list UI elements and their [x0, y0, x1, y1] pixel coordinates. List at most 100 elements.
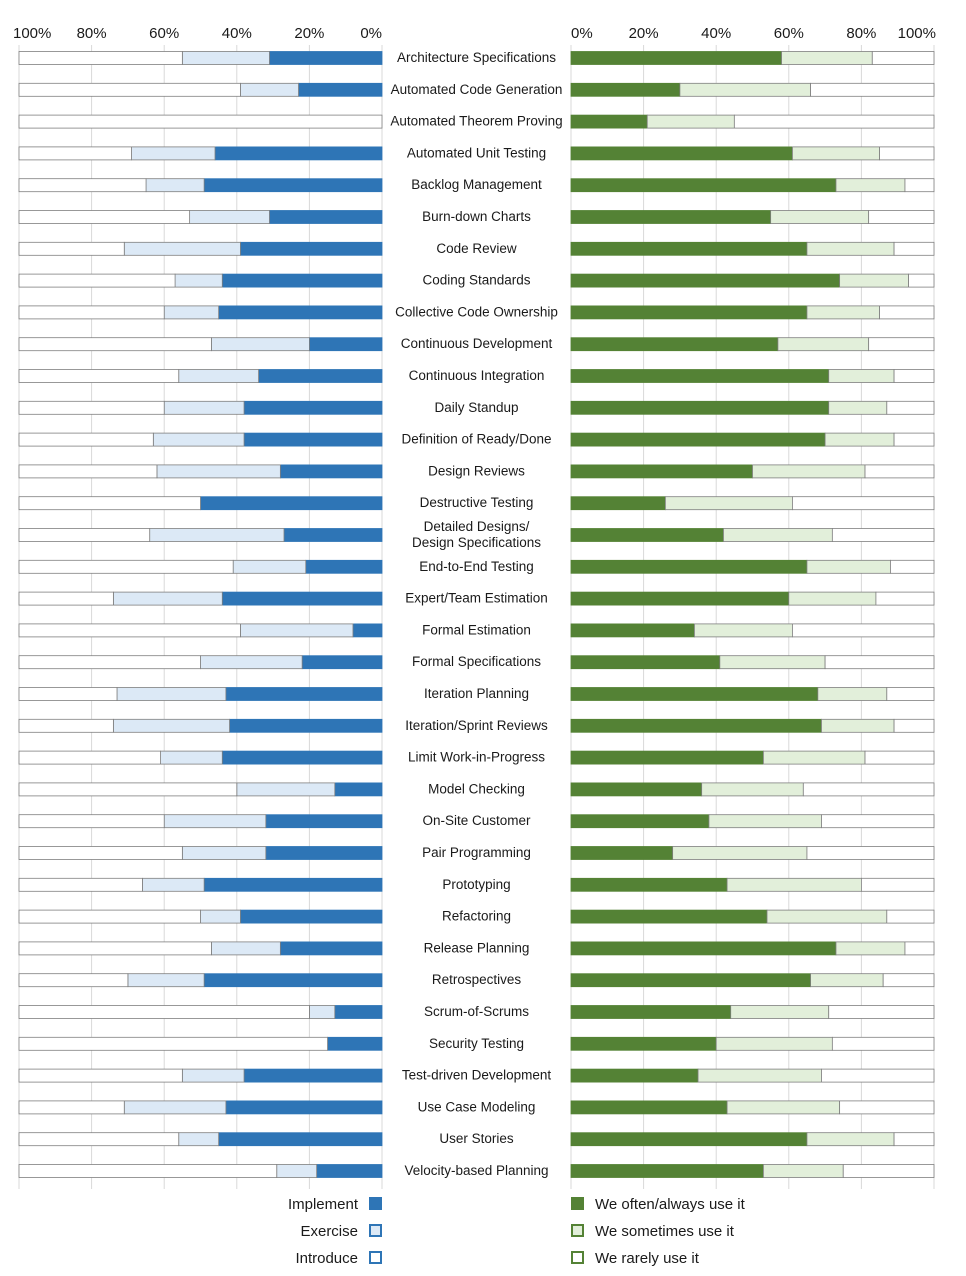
- legend-item-rarely: We rarely use it: [571, 1250, 699, 1268]
- category-label: Security Testing: [429, 1036, 524, 1051]
- tick-label-left: 60%: [149, 25, 179, 42]
- bar-right-often: [570, 146, 793, 161]
- legend-swatch-exercise: [369, 1224, 382, 1237]
- bar-left-introduce: [18, 1100, 125, 1115]
- bar-left-introduce: [18, 51, 183, 65]
- bar-left-introduce: [18, 241, 125, 256]
- bar-left-introduce: [18, 337, 212, 352]
- bar-right-sometimes: [806, 1132, 895, 1147]
- category-label: Retrospectives: [432, 972, 522, 987]
- legend-swatch-introduce: [369, 1251, 382, 1264]
- bar-left-implement: [308, 337, 383, 352]
- legend-item-introduce: Introduce: [295, 1250, 382, 1268]
- legend-swatch-sometimes: [571, 1224, 584, 1237]
- bar-left-introduce: [18, 432, 154, 447]
- category-label: Formal Estimation: [422, 622, 531, 637]
- bar-left-exercise: [163, 400, 245, 415]
- bar-right-rarely: [893, 718, 935, 733]
- bar-right-often: [570, 782, 703, 797]
- bar-left-exercise: [112, 718, 230, 733]
- bar-right-often: [570, 909, 768, 924]
- category-label: Code Review: [436, 241, 517, 256]
- bar-right-often: [570, 528, 724, 542]
- bar-right-often: [570, 591, 790, 606]
- category-label: Architecture Specifications: [397, 50, 556, 65]
- bar-left-introduce: [18, 178, 147, 193]
- bar-right-sometimes: [708, 814, 822, 829]
- bar-right-sometimes: [810, 973, 884, 988]
- bar-right-sometimes: [766, 909, 888, 924]
- bar-left-exercise: [142, 877, 205, 892]
- bar-left-implement: [258, 369, 383, 383]
- category-label: Iteration/Sprint Reviews: [405, 718, 548, 733]
- legend-label: We often/always use it: [595, 1196, 745, 1213]
- bar-left-implement: [269, 210, 383, 224]
- category-label: Coding Standards: [422, 273, 530, 288]
- bar-left-introduce: [18, 687, 118, 701]
- bar-series: [18, 51, 935, 1178]
- bar-right-often: [570, 941, 837, 956]
- bar-left-implement: [352, 623, 383, 638]
- bar-right-sometimes: [828, 400, 888, 415]
- bar-left-exercise: [160, 750, 223, 765]
- bar-right-sometimes: [770, 210, 870, 224]
- bar-right-often: [570, 464, 753, 479]
- bar-right-sometimes: [828, 369, 895, 383]
- bar-right-sometimes: [762, 1164, 844, 1178]
- bar-left-exercise: [149, 528, 285, 542]
- bar-left-introduce: [18, 400, 165, 415]
- category-label: User Stories: [439, 1131, 514, 1146]
- bar-right-rarely: [879, 305, 935, 320]
- bar-right-rarely: [875, 591, 935, 606]
- bar-left-exercise: [116, 687, 227, 701]
- bar-left-exercise: [232, 559, 307, 574]
- bar-right-rarely: [904, 941, 935, 956]
- bar-left-implement: [203, 973, 383, 988]
- bar-right-often: [570, 305, 808, 320]
- bar-left-introduce: [18, 1068, 183, 1083]
- bar-right-often: [570, 1005, 732, 1019]
- bar-left-exercise: [123, 1100, 227, 1115]
- legend-swatch-implement: [369, 1197, 382, 1210]
- bar-right-sometimes: [719, 655, 826, 670]
- bar-right-sometimes: [817, 687, 888, 701]
- bar-left-exercise: [123, 241, 241, 256]
- bar-right-rarely: [824, 655, 935, 670]
- category-label: Test-driven Development: [402, 1068, 552, 1083]
- category-label: Continuous Integration: [409, 368, 545, 383]
- bar-right-sometimes: [715, 1036, 833, 1051]
- bar-right-rarely: [893, 241, 935, 256]
- bar-right-often: [570, 846, 674, 860]
- bar-left-exercise: [112, 591, 223, 606]
- bar-left-implement: [279, 941, 383, 956]
- legend-right: We often/always use it We sometimes use …: [571, 1196, 811, 1276]
- legend-swatch-often: [571, 1197, 584, 1210]
- bar-right-rarely: [904, 178, 935, 193]
- bar-left-implement: [200, 496, 383, 511]
- bar-right-sometimes: [646, 114, 735, 129]
- bar-left-implement: [283, 528, 383, 542]
- bar-left-implement: [243, 400, 383, 415]
- bar-right-often: [570, 1100, 728, 1115]
- category-label: Design Reviews: [428, 463, 525, 478]
- tick-label-right: 40%: [701, 25, 731, 42]
- bar-right-often: [570, 369, 830, 383]
- legend-swatch-rarely: [571, 1251, 584, 1264]
- tick-label-right: 100%: [898, 25, 936, 42]
- bar-left-exercise: [210, 337, 310, 352]
- bar-right-sometimes: [723, 528, 833, 542]
- tick-label-right: 0%: [571, 25, 593, 42]
- bar-left-implement: [269, 51, 383, 65]
- category-label: Use Case Modeling: [418, 1099, 536, 1114]
- bar-right-sometimes: [835, 178, 906, 193]
- bar-right-sometimes: [694, 623, 793, 638]
- bar-right-rarely: [810, 82, 935, 97]
- bar-right-rarely: [821, 814, 935, 829]
- bar-left-introduce: [18, 877, 143, 892]
- tick-label-right: 20%: [629, 25, 659, 42]
- bar-left-introduce: [18, 750, 161, 765]
- bar-left-exercise: [178, 369, 259, 383]
- bar-left-exercise: [163, 814, 267, 829]
- bar-left-exercise: [236, 782, 336, 797]
- category-label: Automated Code Generation: [391, 82, 563, 97]
